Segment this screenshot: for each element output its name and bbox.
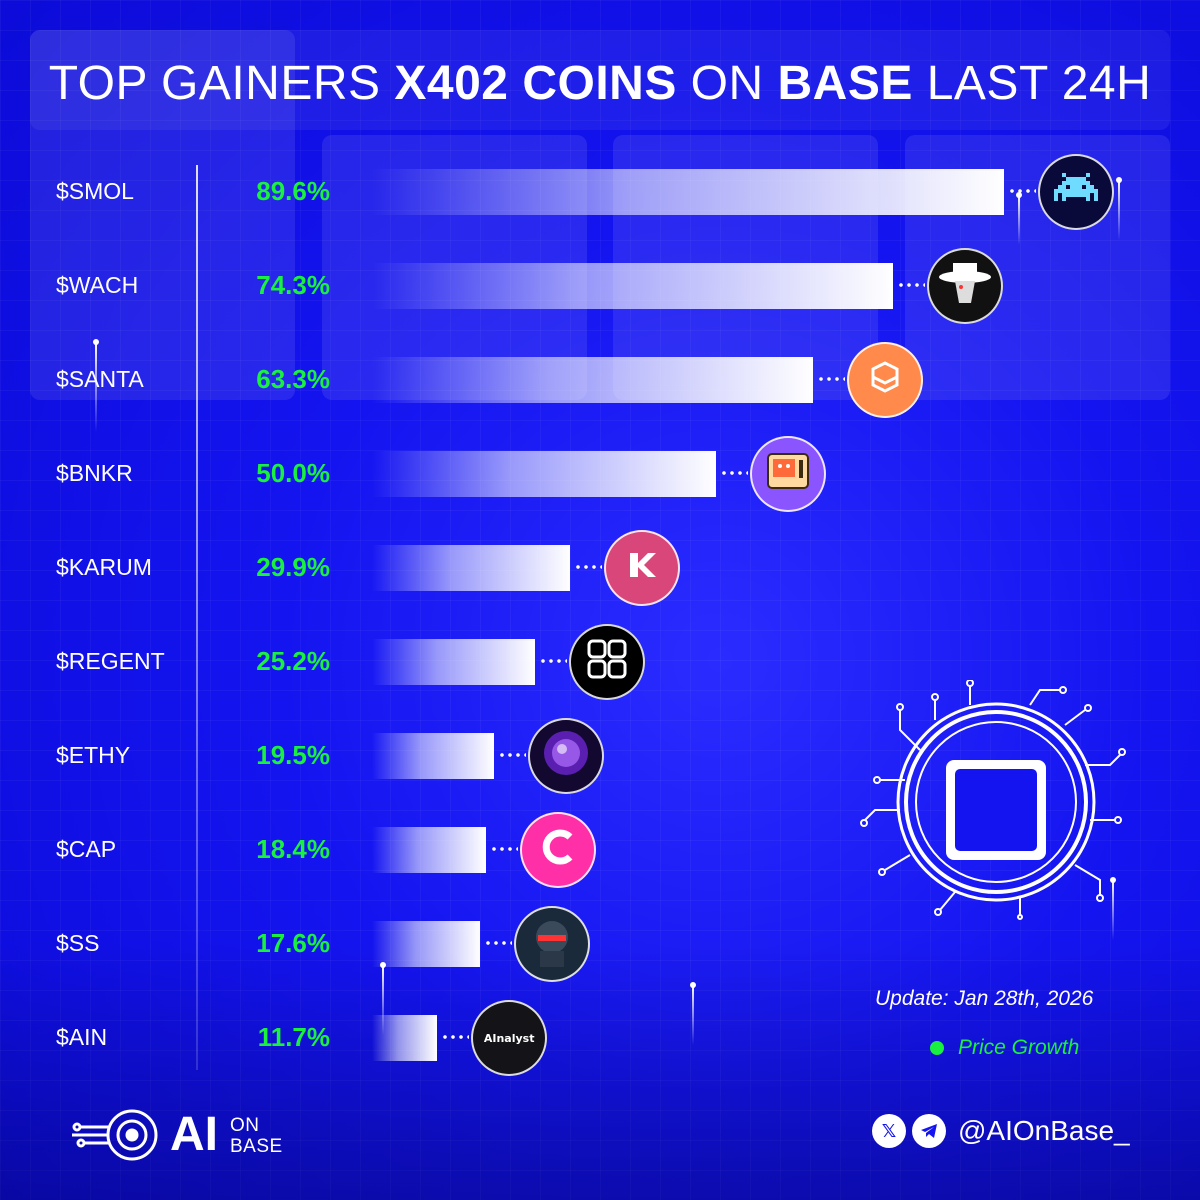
karum-logo-icon: [603, 530, 680, 606]
bar-label: $SS: [56, 930, 100, 956]
bar-row: $SANTA 63.3%: [0, 342, 1200, 418]
bank-terminal-icon: [750, 436, 826, 512]
brand-ai: AI: [170, 1108, 218, 1161]
title-part2: X402 COINS: [394, 57, 677, 110]
purple-orb-icon: [527, 718, 604, 794]
value-label: 89.6%: [256, 176, 330, 206]
value-label: 63.3%: [256, 364, 330, 394]
connector-dots: [896, 283, 925, 287]
perspective-floor: [0, 940, 1200, 1200]
robot-helmet-icon: [514, 906, 591, 982]
bar-row: $SS 17.6%: [0, 906, 1200, 982]
connector-dots: [497, 753, 526, 757]
connector-dots: [484, 941, 513, 945]
bar-label: $AIN: [56, 1024, 108, 1050]
ainalyst-logo-icon: AInalyst: [471, 1000, 548, 1076]
bar-row: $KARUM 29.9%: [0, 530, 1200, 606]
panel-top: [30, 30, 1170, 130]
bar: [372, 639, 536, 685]
bar: [372, 733, 494, 779]
connector-dots: [573, 565, 602, 569]
connector-dots: [816, 377, 845, 381]
bar-row: $SMOL 89.6%: [0, 154, 1200, 230]
bar: [372, 357, 813, 403]
deco-pin: [1016, 192, 1022, 245]
title-part5: LAST 24H: [926, 57, 1152, 110]
value-label: 25.2%: [256, 646, 330, 676]
legend-dot: [930, 1041, 944, 1055]
connector-dots: [1008, 189, 1037, 193]
bar-label: $REGENT: [56, 648, 165, 674]
deco-pin: [93, 339, 99, 432]
bar-row: $WACH 74.3%: [0, 248, 1200, 324]
value-label: 50.0%: [256, 458, 330, 488]
connector-dots: [489, 847, 518, 851]
social-handle[interactable]: @AIOnBase_: [958, 1115, 1130, 1146]
legend-label: Price Growth: [958, 1036, 1080, 1059]
hat-character-icon: [926, 248, 1003, 324]
panel-left: [30, 30, 295, 400]
bar-label: $SANTA: [56, 366, 144, 392]
circuit-logo-icon: [72, 1109, 158, 1161]
cap-logo-icon: [519, 812, 596, 888]
pixel-invader-icon: [1038, 154, 1115, 230]
value-label: 29.9%: [256, 552, 330, 582]
update-date: Update: Jan 28th, 2026: [875, 987, 1094, 1010]
bar-label: $CAP: [56, 836, 117, 862]
coin-text: AInalyst: [483, 1031, 535, 1045]
deco-pin: [690, 982, 696, 1045]
axis-line: [196, 165, 198, 1070]
bar: [372, 451, 716, 497]
x-icon[interactable]: 𝕏: [872, 1114, 906, 1148]
bar-label: $WACH: [56, 272, 139, 298]
legend: Price Growth: [930, 1036, 1080, 1060]
brand-logo: AI ON BASE: [70, 1105, 282, 1165]
bar-row: $REGENT 25.2%: [0, 624, 1200, 700]
title-part3: ON: [690, 57, 764, 110]
bar-row: $CAP 18.4%: [0, 812, 1200, 888]
bar: [372, 169, 1005, 215]
bar-label: $KARUM: [56, 554, 152, 580]
brand-on: ON: [230, 1115, 260, 1136]
connector-dots: [539, 659, 568, 663]
value-label: 19.5%: [256, 740, 330, 770]
chart-title: TOP GAINERS X402 COINS ON BASE LAST 24H: [0, 56, 1200, 111]
deco-pin: [1110, 877, 1116, 940]
circuit-emblem-icon: [860, 680, 1126, 920]
regent-grid-icon: [569, 624, 646, 700]
bar: [372, 827, 486, 873]
bar-label: $ETHY: [56, 742, 131, 768]
connector-dots: [441, 1035, 470, 1039]
bar: [372, 545, 570, 591]
value-label: 11.7%: [257, 1022, 330, 1052]
bar-row: $ETHY 19.5%: [0, 718, 1200, 794]
value-label: 74.3%: [256, 270, 330, 300]
brand-base: BASE: [230, 1136, 283, 1157]
value-label: 17.6%: [256, 928, 330, 958]
deco-pin: [1116, 177, 1122, 240]
bar-row: $BNKR 50.0%: [0, 436, 1200, 512]
bar-label: $BNKR: [56, 460, 133, 486]
value-label: 18.4%: [256, 834, 330, 864]
bar-label: $SMOL: [56, 178, 134, 204]
knot-logo-icon: [846, 342, 923, 418]
bar: [372, 921, 481, 967]
bar: [372, 263, 893, 309]
title-part1: TOP GAINERS: [48, 57, 381, 110]
bar: [372, 1015, 438, 1061]
telegram-icon[interactable]: [912, 1114, 946, 1148]
title-part4: BASE: [777, 57, 913, 110]
connector-dots: [720, 471, 748, 475]
bar-row: $AIN 11.7% AInalyst: [0, 1000, 1200, 1076]
